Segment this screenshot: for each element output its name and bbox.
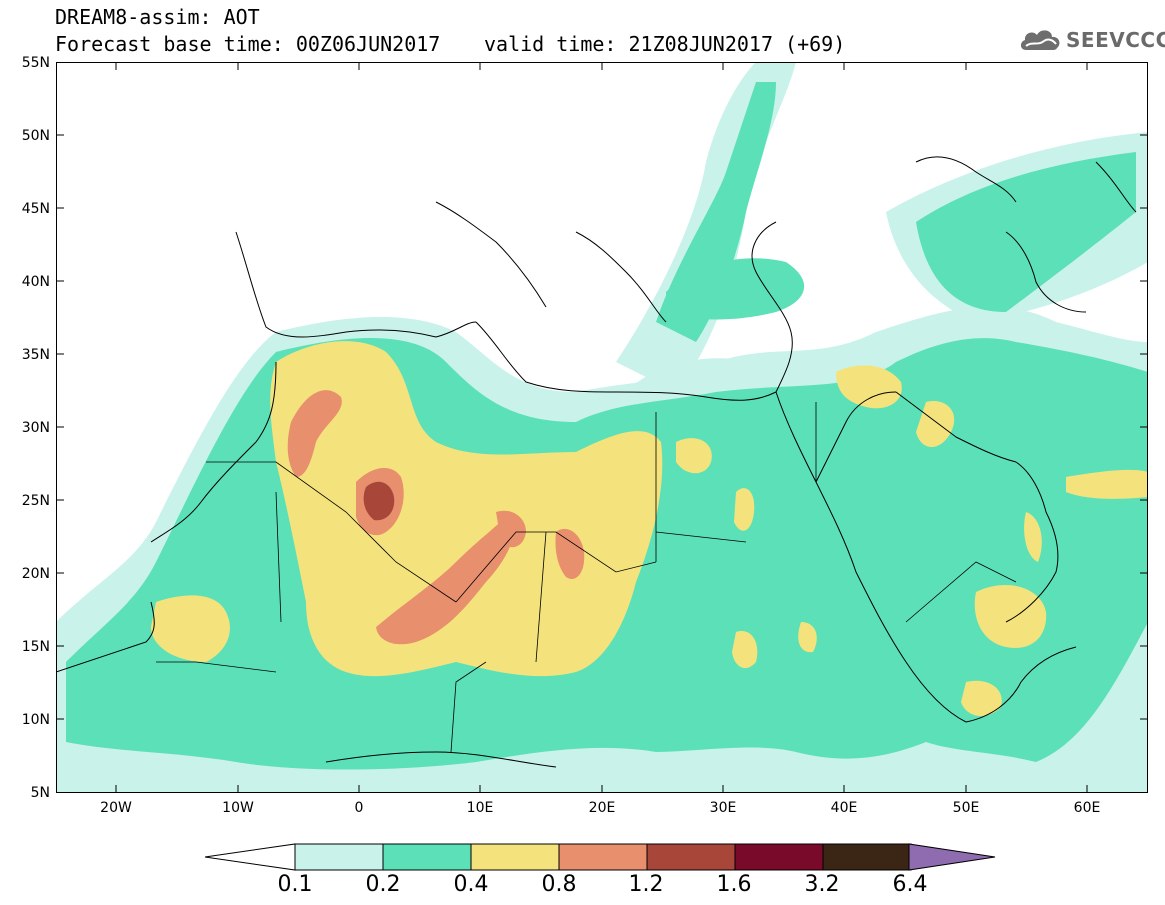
colorbar-label: 0.4 [453, 872, 489, 897]
colorbar-label: 1.2 [628, 872, 664, 897]
lon-label: 10W [222, 800, 254, 816]
lat-label: 5N [30, 785, 50, 801]
colorbar-box [822, 843, 912, 871]
colorbar-box [734, 843, 824, 871]
lat-label: 55N [21, 55, 50, 71]
lat-label: 20N [21, 566, 50, 582]
colorbar-label: 3.2 [804, 872, 840, 897]
colorbar-box [646, 843, 736, 871]
colorbar [204, 842, 1005, 872]
coastlines [56, 156, 1137, 768]
colorbar-label: 0.2 [365, 872, 401, 897]
lat-label: 35N [21, 347, 50, 363]
lon-label: 20E [588, 800, 616, 816]
seevccc-logo: SEEVCCC [1018, 24, 1165, 56]
colorbar-max-triangle [908, 843, 996, 871]
graticule-ticks [56, 62, 1148, 793]
lat-label: 10N [21, 712, 50, 728]
colorbar-label: 0.8 [541, 872, 577, 897]
colorbar-box [382, 843, 472, 871]
colorbar-box [294, 843, 384, 871]
colorbar-min-triangle [204, 843, 296, 871]
lon-label: 60E [1073, 800, 1101, 816]
colorbar-label: 1.6 [716, 872, 752, 897]
lat-label: 15N [21, 639, 50, 655]
country-borders [156, 402, 1017, 753]
forecast-base-time: Forecast base time: 00Z06JUN2017 [55, 32, 441, 56]
colorbar-box [470, 843, 560, 871]
lat-label: 50N [21, 128, 50, 144]
lon-label: 0 [354, 800, 364, 816]
lat-label: 45N [21, 201, 50, 217]
colorbar-label: 0.1 [277, 872, 313, 897]
lon-label: 40E [830, 800, 858, 816]
colorbar-boxes [294, 843, 912, 871]
map-title: DREAM8-assim: AOT [55, 5, 260, 29]
lon-label: 10E [466, 800, 494, 816]
lon-label: 50E [952, 800, 980, 816]
lat-label: 30N [21, 420, 50, 436]
cloud-icon [1020, 30, 1060, 50]
lon-label: 30E [709, 800, 737, 816]
valid-time: valid time: 21Z08JUN2017 (+69) [484, 32, 846, 56]
logo-text: SEEVCCC [1066, 28, 1165, 52]
colorbar-box [558, 843, 648, 871]
lat-label: 40N [21, 274, 50, 290]
aot-level-0.4 [151, 341, 1148, 717]
lat-label: 25N [21, 493, 50, 509]
lon-label: 20W [100, 800, 132, 816]
map-area [56, 62, 1148, 793]
aot-level-1.2 [363, 481, 395, 521]
colorbar-label: 6.4 [892, 872, 928, 897]
